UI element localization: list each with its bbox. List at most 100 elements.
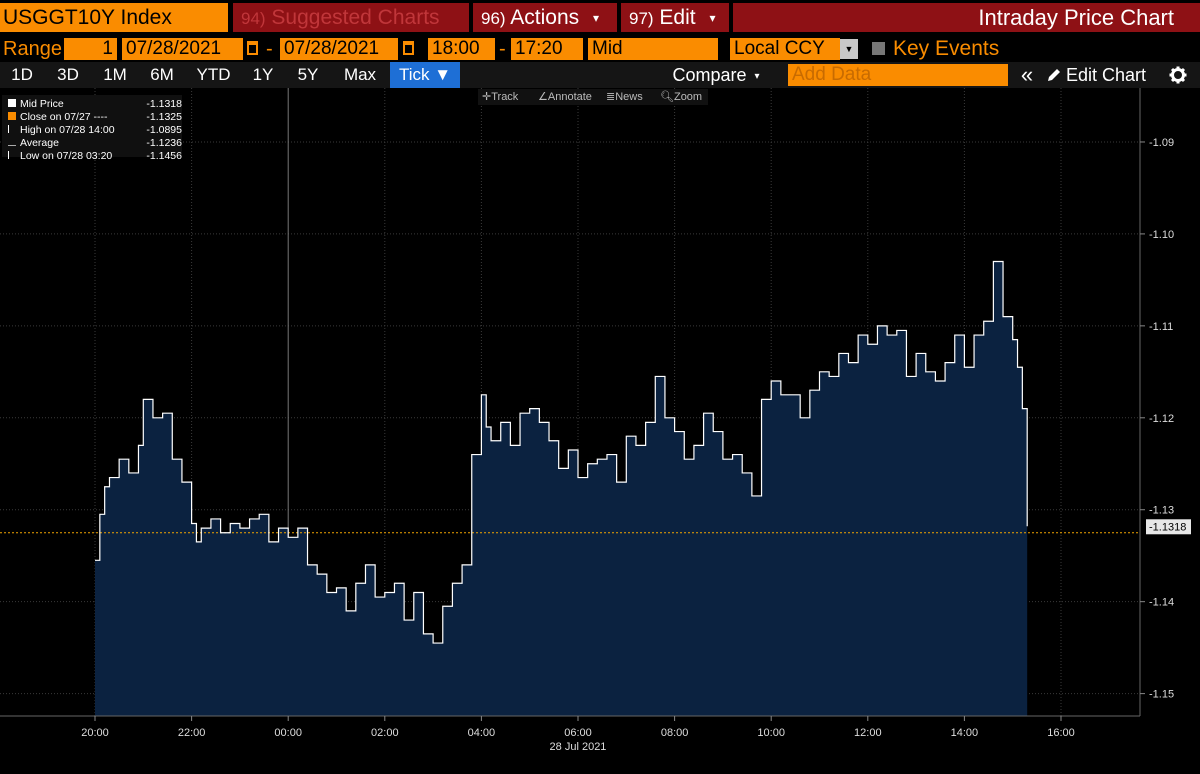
legend-low[interactable]: Low on 07/28 03:20 — [8, 150, 112, 164]
legend-value: -1.1318 — [146, 98, 182, 110]
y-tick-label: -1.10 — [1149, 229, 1174, 241]
legend-close[interactable]: Close on 07/27 ---- — [8, 111, 108, 125]
actions-number: 96) — [481, 9, 506, 28]
x-tick-label: 14:00 — [951, 727, 979, 739]
chart-legend[interactable]: Mid Price -1.1318 Close on 07/27 ---- -1… — [2, 95, 182, 162]
legend-label: Average — [20, 137, 59, 149]
compare-button[interactable]: Compare ▾ — [660, 62, 772, 88]
x-tick-label: 02:00 — [371, 727, 399, 739]
x-tick-label: 00:00 — [274, 727, 302, 739]
edit-menu[interactable]: 97) Edit ▾ — [621, 3, 729, 32]
y-tick-label: -1.12 — [1149, 413, 1174, 425]
legend-value: -1.0895 — [146, 124, 182, 136]
range-bar: Range 1 07/28/2021 - 07/28/2021 18:00 - … — [0, 36, 1200, 62]
key-events-label: Key Events — [893, 37, 1000, 60]
y-tick-label: -1.09 — [1149, 137, 1174, 149]
period-ytd-button[interactable]: YTD — [196, 65, 231, 84]
date-separator: - — [266, 38, 273, 60]
legend-label: Close on 07/27 ---- — [20, 111, 108, 123]
x-tick-label: 08:00 — [661, 727, 689, 739]
edit-chart-button[interactable]: Edit Chart — [1046, 62, 1156, 88]
price-area-fill — [95, 261, 1028, 716]
collapse-icon[interactable]: « — [1020, 62, 1034, 87]
key-events-checkbox[interactable] — [872, 42, 885, 55]
legend-high[interactable]: High on 07/28 14:00 — [8, 124, 115, 138]
annotate-tool[interactable]: ∠ Annotate — [538, 91, 592, 103]
edit-label: Edit — [659, 6, 696, 29]
annotate-label: Annotate — [547, 91, 592, 103]
add-data-input[interactable]: Add Data — [788, 64, 1008, 86]
legend-mid-price[interactable]: Mid Price — [8, 98, 64, 112]
period-5y-button[interactable]: 5Y — [297, 65, 319, 84]
y-axis-ticks: -1.09 -1.10 -1.11 -1.12 -1.13 -1.14 -1.15 — [1140, 137, 1174, 701]
start-date-field[interactable]: 07/28/2021 — [122, 38, 243, 60]
currency-select[interactable]: Local CCY — [730, 38, 840, 60]
legend-average[interactable]: Average — [8, 137, 59, 151]
end-date-field[interactable]: 07/28/2021 — [280, 38, 398, 60]
chevron-down-icon: ▾ — [592, 11, 600, 25]
chart-toolbar: 1D 3D 1M 6M YTD 1Y 5Y Max Tick ▼ Compare… — [0, 62, 1200, 88]
low-tick-icon — [8, 151, 16, 159]
period-1m-button[interactable]: 1M — [103, 65, 127, 84]
price-line — [95, 260, 1028, 644]
x-tick-label: 10:00 — [757, 727, 785, 739]
legend-label: High on 07/28 14:00 — [20, 124, 115, 136]
range-value-field[interactable]: 1 — [64, 38, 117, 60]
news-label: News — [615, 91, 643, 103]
last-price-badge: -1.1318 — [1146, 519, 1191, 535]
x-axis-date-label: 28 Jul 2021 — [550, 741, 607, 753]
actions-label: Actions — [510, 6, 580, 29]
news-tool[interactable]: ≣ News — [606, 91, 643, 103]
pencil-icon — [1048, 69, 1060, 81]
start-time-field[interactable]: 18:00 — [428, 38, 495, 60]
zoom-tool[interactable]: 🔍︎ Zoom — [660, 91, 703, 103]
range-label: Range — [3, 38, 62, 60]
legend-value: -1.1236 — [146, 137, 182, 149]
average-line-icon — [8, 141, 16, 146]
x-tick-label: 12:00 — [854, 727, 882, 739]
white-square-icon — [8, 99, 16, 107]
x-tick-label: 04:00 — [468, 727, 496, 739]
edit-number: 97) — [629, 9, 654, 28]
title-bar: USGGT10Y Index 94) Suggested Charts 96) … — [0, 0, 1200, 34]
legend-label: Mid Price — [20, 98, 64, 110]
tick-button[interactable]: Tick ▼ — [390, 62, 460, 88]
gear-icon[interactable] — [1160, 62, 1196, 88]
suggested-charts-label: Suggested Charts — [271, 6, 440, 29]
currency-dropdown-icon[interactable]: ▼ — [840, 39, 858, 59]
y-tick-label: -1.11 — [1149, 321, 1173, 333]
edit-chart-label: Edit Chart — [1066, 65, 1147, 85]
time-separator: - — [499, 38, 506, 60]
last-price-label: -1.1318 — [1149, 521, 1186, 533]
y-tick-label: -1.15 — [1149, 689, 1174, 701]
chart-area[interactable]: -1.09 -1.10 -1.11 -1.12 -1.13 -1.14 -1.15 20:0… — [0, 88, 1200, 769]
period-1y-button[interactable]: 1Y — [252, 65, 274, 84]
chevron-down-icon: ▾ — [754, 71, 760, 82]
period-6m-button[interactable]: 6M — [150, 65, 174, 84]
last-price-badge-box — [1146, 519, 1191, 535]
high-tick-icon — [8, 125, 16, 133]
calendar-icon[interactable] — [403, 41, 414, 55]
x-tick-label: 22:00 — [178, 727, 206, 739]
actions-menu[interactable]: 96) Actions ▾ — [473, 3, 617, 32]
suggested-charts-tab[interactable]: 94) Suggested Charts — [233, 3, 469, 32]
compare-label: Compare — [672, 65, 747, 85]
price-type-field[interactable]: Mid — [588, 38, 718, 60]
price-chart[interactable]: -1.09 -1.10 -1.11 -1.12 -1.13 -1.14 -1.15 20:0… — [0, 88, 1200, 769]
x-axis-ticks: 20:00 22:00 00:00 02:00 04:00 06:00 08:00 10:00… — [81, 716, 1075, 739]
period-3d-button[interactable]: 3D — [57, 65, 79, 84]
end-time-field[interactable]: 17:20 — [511, 38, 583, 60]
period-max-button[interactable]: Max — [343, 65, 377, 84]
chart-tools-bar: ✛ Track ∠ Annotate ≣ News 🔍︎ Zoom — [478, 89, 708, 105]
y-tick-label: -1.14 — [1149, 597, 1174, 609]
zoom-label: Zoom — [673, 91, 703, 103]
y-tick-label: -1.13 — [1149, 505, 1174, 517]
track-label: Track — [491, 91, 519, 103]
page-title: Intraday Price Chart — [733, 3, 1200, 32]
calendar-icon[interactable] — [247, 41, 258, 55]
orange-square-icon — [8, 112, 16, 120]
track-tool[interactable]: ✛ Track — [482, 91, 519, 103]
period-1d-button[interactable]: 1D — [11, 65, 33, 84]
security-ticker[interactable]: USGGT10Y Index — [0, 3, 228, 32]
suggested-charts-number: 94) — [241, 9, 266, 28]
